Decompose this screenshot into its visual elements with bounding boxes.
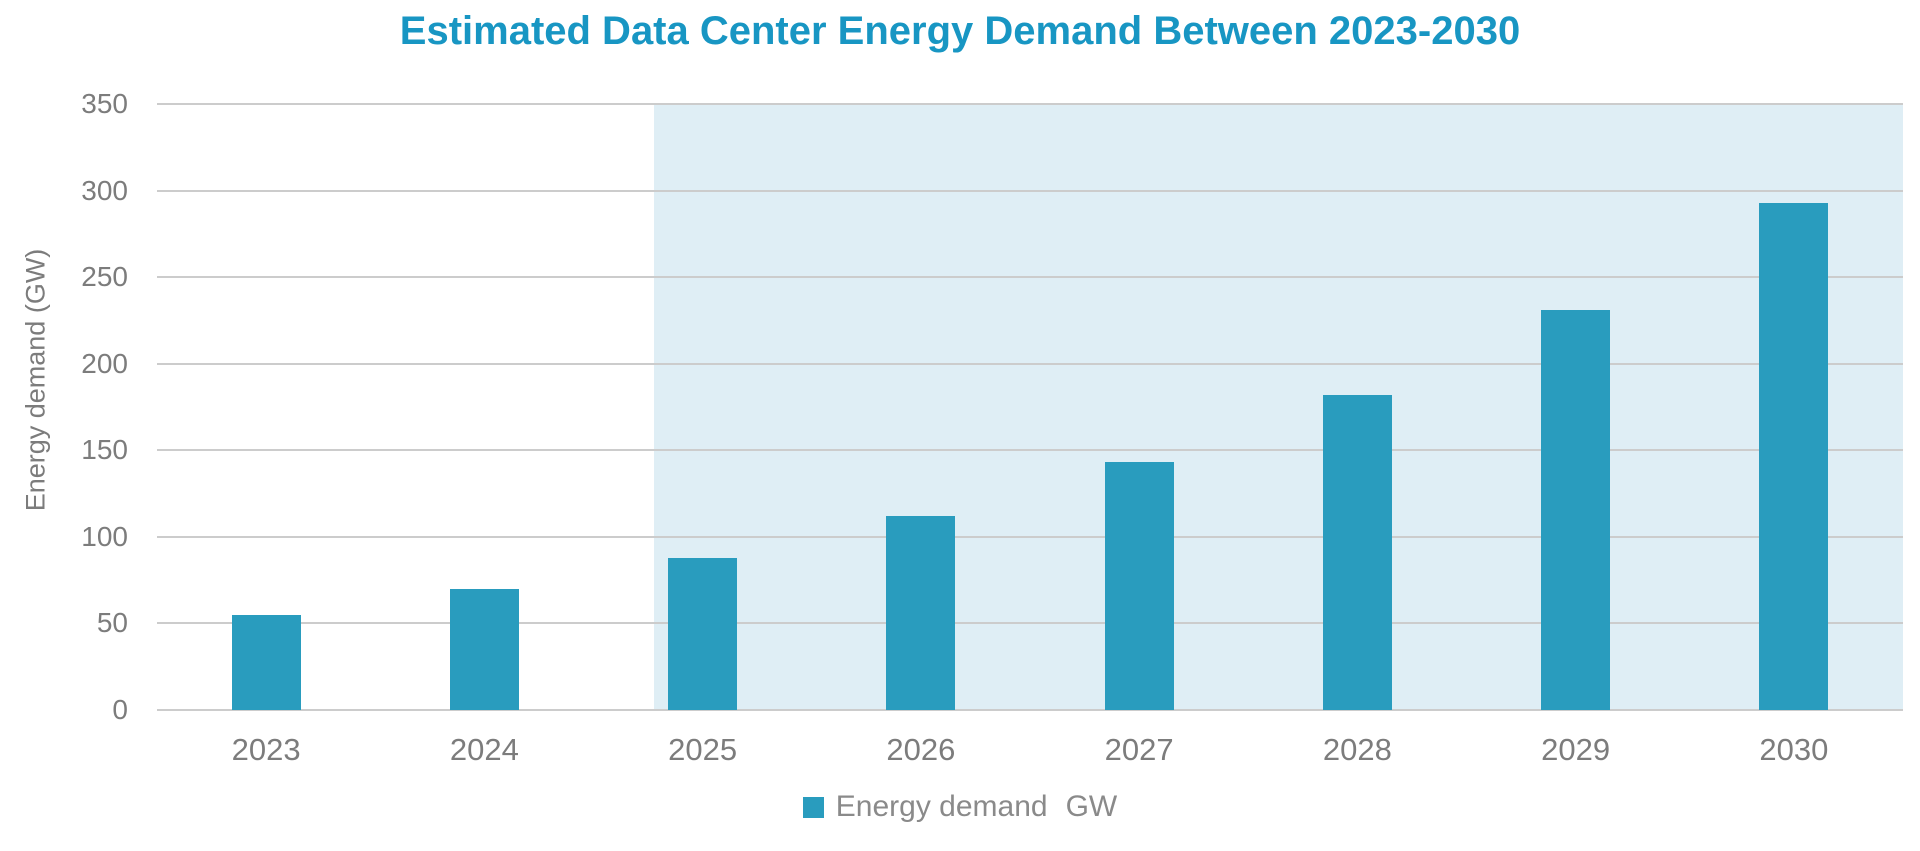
legend-label: Energy demand: [835, 790, 1048, 823]
bar-2023: [231, 614, 301, 710]
bar-2028: [1322, 394, 1392, 710]
plot-area: 2023 2024 2025 2026 2027 2028 2029 2030: [157, 103, 1903, 765]
legend-swatch-icon: [802, 796, 824, 818]
bar-2029: [1541, 310, 1611, 710]
gridline-100: [157, 535, 1903, 538]
y-tick-label-50: 50: [96, 607, 128, 639]
y-tick-label-300: 300: [81, 174, 128, 206]
x-axis-label-2025: 2025: [668, 732, 738, 767]
x-axis-label-2030: 2030: [1759, 732, 1829, 767]
x-axis-label-2028: 2028: [1322, 732, 1392, 767]
x-axis-label-2026: 2026: [886, 732, 956, 767]
gridline-350: [157, 103, 1903, 105]
y-tick-label-200: 200: [81, 347, 128, 379]
gridline-300: [157, 189, 1903, 192]
x-axis-label-2023: 2023: [231, 732, 301, 767]
chart-title: Estimated Data Center Energy Demand Betw…: [399, 9, 1521, 53]
y-axis-tick-labels: 350 300 250 200 150 100 50 0: [0, 90, 128, 724]
y-tick-label-350: 350: [81, 88, 128, 119]
y-tick-label-0: 0: [112, 694, 128, 725]
bar-2024: [449, 588, 519, 710]
y-tick-label-250: 250: [81, 261, 128, 293]
x-axis-label-2027: 2027: [1104, 732, 1174, 767]
y-tick-label-100: 100: [81, 520, 128, 552]
legend: Energy demand GW: [0, 790, 1920, 824]
gridline-50: [157, 622, 1903, 625]
bar-2030: [1759, 202, 1829, 710]
forecast-shaded-region: [654, 104, 1903, 710]
gridline-150: [157, 449, 1903, 452]
legend-unit: GW: [1065, 790, 1118, 823]
x-axis-label-2029: 2029: [1541, 732, 1611, 767]
gridline-250: [157, 276, 1903, 279]
y-tick-label-150: 150: [81, 434, 128, 466]
gridline-0: [157, 709, 1903, 711]
bar-2025: [668, 557, 738, 710]
gridline-200: [157, 362, 1903, 365]
bar-2026: [886, 516, 956, 710]
x-axis-label-2024: 2024: [449, 732, 519, 767]
bar-2027: [1104, 462, 1174, 710]
